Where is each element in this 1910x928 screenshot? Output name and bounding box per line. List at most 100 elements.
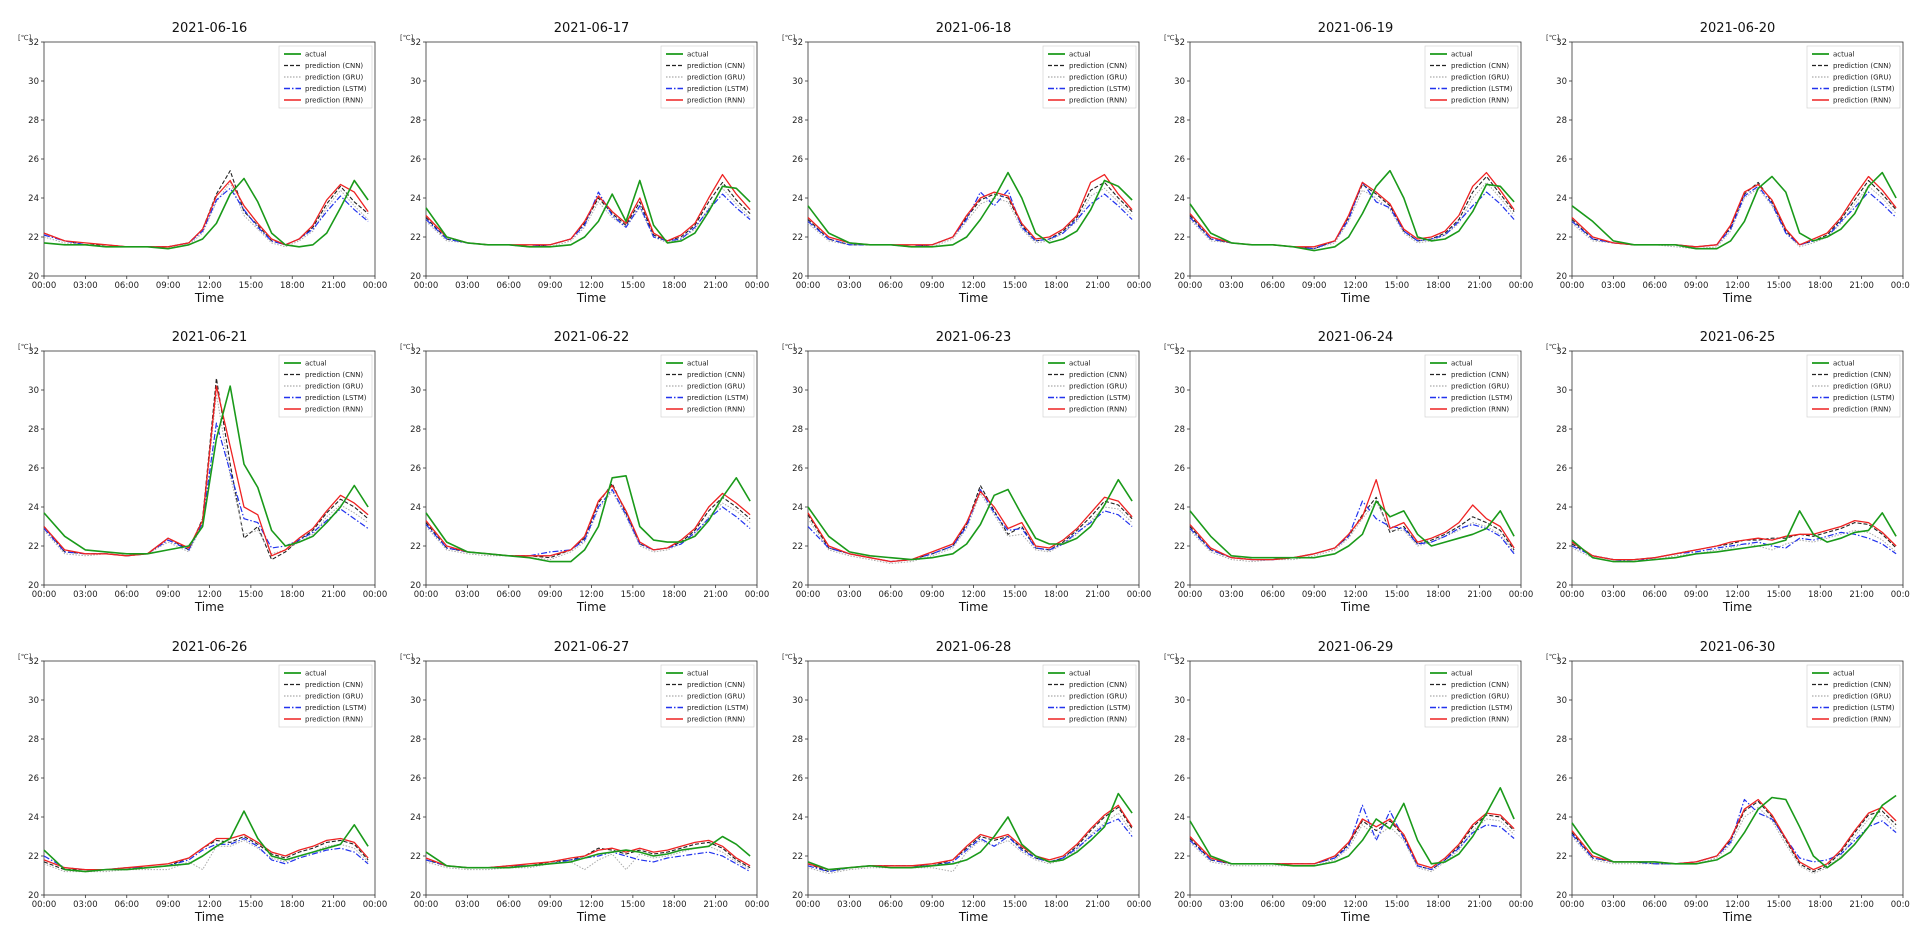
y-tick-label: 26 — [1174, 774, 1185, 784]
y-unit-label: [℃] — [1164, 343, 1178, 351]
y-tick-label: 32 — [792, 657, 803, 667]
y-tick-label: 22 — [1556, 233, 1567, 243]
series-line-actual — [425, 179, 751, 248]
x-axis-label: Time — [576, 910, 606, 924]
series-line-rnn — [425, 839, 751, 869]
y-tick-label: 30 — [28, 386, 39, 396]
x-tick-label: 21:00 — [1849, 281, 1874, 291]
x-tick-label: 18:00 — [1044, 900, 1069, 910]
y-tick-label: 22 — [1174, 233, 1185, 243]
x-tick-label: 15:00 — [1385, 590, 1410, 600]
y-tick-label: 32 — [1556, 38, 1567, 48]
y-tick-label: 22 — [792, 852, 803, 862]
y-tick-label: 28 — [1174, 425, 1185, 435]
x-axis-label: Time — [194, 291, 224, 305]
x-tick-label: 21:00 — [703, 900, 728, 910]
x-tick-label: 00:00 — [1127, 590, 1152, 600]
chart-title: 2021-06-19 — [1318, 21, 1394, 36]
chart-panel-2021-06-26: 2021-06-26 [℃] 20 22 24 26 28 30 32 00:00 03:00 06:… — [0, 619, 387, 928]
legend-gru-label: prediction (GRU) — [1451, 74, 1509, 82]
series-line-lstm — [807, 488, 1133, 563]
x-tick-label: 06:00 — [115, 281, 140, 291]
legend-actual-label: actual — [1451, 51, 1473, 59]
x-tick-label: 00:00 — [1560, 590, 1585, 600]
series-line-actual — [807, 792, 1133, 871]
x-tick-label: 18:00 — [662, 900, 687, 910]
y-tick-label: 22 — [28, 542, 39, 552]
x-tick-label: 00:00 — [363, 900, 388, 910]
x-tick-label: 21:00 — [1467, 590, 1492, 600]
chart-panel-2021-06-17: 2021-06-17 [℃] 20 22 24 26 28 30 32 00:00 03:00 06:… — [382, 0, 769, 309]
x-tick-label: 00:00 — [1509, 590, 1534, 600]
x-tick-label: 09:00 — [1684, 900, 1709, 910]
y-unit-label: [℃] — [18, 343, 32, 351]
x-tick-label: 00:00 — [1178, 281, 1203, 291]
legend-rnn-label: prediction (RNN) — [687, 97, 745, 105]
x-tick-label: 21:00 — [1467, 281, 1492, 291]
y-tick-label: 26 — [792, 774, 803, 784]
legend-actual-label: actual — [1451, 670, 1473, 678]
x-tick-label: 09:00 — [156, 900, 181, 910]
x-axis-label: Time — [1340, 910, 1370, 924]
x-tick-label: 00:00 — [796, 281, 821, 291]
x-tick-label: 21:00 — [1849, 900, 1874, 910]
y-tick-label: 28 — [1556, 116, 1567, 126]
x-tick-label: 09:00 — [1302, 590, 1327, 600]
y-unit-label: [℃] — [400, 343, 414, 351]
x-tick-label: 00:00 — [1178, 590, 1203, 600]
legend-cnn-label: prediction (CNN) — [687, 62, 745, 70]
x-tick-label: 15:00 — [1003, 281, 1028, 291]
y-tick-label: 26 — [1174, 155, 1185, 165]
chart-svg: 2021-06-22 [℃] 20 22 24 26 28 30 32 00:00 03:00 06:… — [400, 330, 769, 614]
legend-lstm-label: prediction (LSTM) — [1833, 394, 1895, 402]
legend-lstm-label: prediction (LSTM) — [305, 85, 367, 93]
x-axis-label: Time — [194, 600, 224, 614]
legend-rnn-label: prediction (RNN) — [1833, 406, 1891, 414]
y-tick-label: 30 — [410, 77, 421, 87]
legend-gru-label: prediction (GRU) — [1833, 693, 1891, 701]
legend-lstm-label: prediction (LSTM) — [1833, 85, 1895, 93]
x-axis-label: Time — [1722, 291, 1752, 305]
legend-rnn-label: prediction (RNN) — [1069, 406, 1127, 414]
y-tick-label: 26 — [410, 464, 421, 474]
series-line-lstm — [425, 191, 751, 248]
y-tick-label: 26 — [1556, 774, 1567, 784]
series-line-rnn — [807, 173, 1133, 246]
y-tick-label: 30 — [1556, 77, 1567, 87]
y-tick-label: 26 — [1556, 155, 1567, 165]
x-tick-label: 03:00 — [1601, 281, 1626, 291]
y-unit-label: [℃] — [1164, 34, 1178, 42]
x-tick-label: 06:00 — [497, 900, 522, 910]
chart-title: 2021-06-26 — [172, 640, 248, 655]
x-tick-label: 09:00 — [156, 590, 181, 600]
x-tick-label: 12:00 — [197, 281, 222, 291]
x-tick-label: 18:00 — [662, 590, 687, 600]
legend-gru-label: prediction (GRU) — [687, 74, 745, 82]
y-tick-label: 24 — [28, 503, 39, 513]
chart-panel-2021-06-23: 2021-06-23 [℃] 20 22 24 26 28 30 32 00:00 03:00 06:… — [764, 309, 1151, 618]
legend-gru-label: prediction (GRU) — [1833, 383, 1891, 391]
x-tick-label: 21:00 — [1085, 900, 1110, 910]
chart-panel-2021-06-20: 2021-06-20 [℃] 20 22 24 26 28 30 32 00:00 03:00 06:… — [1528, 0, 1910, 309]
chart-svg: 2021-06-30 [℃] 20 22 24 26 28 30 32 00:00 03:00 06:… — [1546, 640, 1910, 924]
series-line-actual — [1189, 500, 1515, 559]
legend-rnn-label: prediction (RNN) — [1451, 97, 1509, 105]
x-tick-label: 12:00 — [579, 900, 604, 910]
series-line-gru — [425, 845, 751, 871]
series-line-gru — [43, 393, 369, 557]
series-line-actual — [43, 385, 369, 555]
chart-svg: 2021-06-17 [℃] 20 22 24 26 28 30 32 00:00 03:00 06:… — [400, 21, 769, 305]
legend-cnn-label: prediction (CNN) — [687, 681, 745, 689]
x-tick-label: 12:00 — [961, 281, 986, 291]
x-tick-label: 15:00 — [621, 590, 646, 600]
legend-gru-label: prediction (GRU) — [1451, 693, 1509, 701]
legend-gru-label: prediction (GRU) — [305, 74, 363, 82]
x-axis-label: Time — [1722, 600, 1752, 614]
legend-rnn-label: prediction (RNN) — [1069, 97, 1127, 105]
y-tick-label: 28 — [792, 425, 803, 435]
x-tick-label: 21:00 — [321, 900, 346, 910]
series-line-actual — [807, 171, 1133, 248]
x-tick-label: 09:00 — [1684, 281, 1709, 291]
y-tick-label: 32 — [1174, 657, 1185, 667]
